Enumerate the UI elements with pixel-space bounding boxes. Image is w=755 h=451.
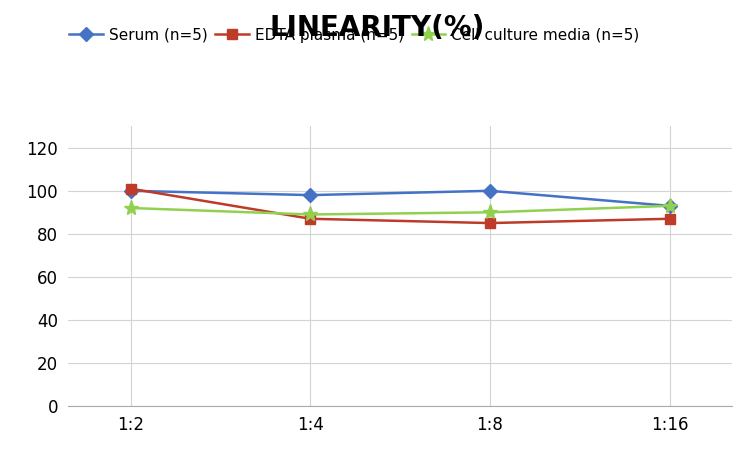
Line: Cell culture media (n=5): Cell culture media (n=5)	[123, 198, 677, 222]
Cell culture media (n=5)	[126, 205, 135, 211]
EDTA plasma (n=5)	[485, 221, 495, 226]
Serum (n=5)	[485, 188, 495, 193]
Line: EDTA plasma (n=5): EDTA plasma (n=5)	[126, 184, 674, 228]
Cell culture media (n=5)	[306, 212, 315, 217]
EDTA plasma (n=5)	[306, 216, 315, 221]
Legend: Serum (n=5), EDTA plasma (n=5), Cell culture media (n=5): Serum (n=5), EDTA plasma (n=5), Cell cul…	[69, 28, 639, 43]
EDTA plasma (n=5)	[665, 216, 674, 221]
Cell culture media (n=5)	[485, 210, 495, 215]
Line: Serum (n=5): Serum (n=5)	[126, 186, 674, 211]
EDTA plasma (n=5)	[126, 186, 135, 191]
Serum (n=5)	[126, 188, 135, 193]
Serum (n=5)	[306, 193, 315, 198]
Cell culture media (n=5)	[665, 203, 674, 208]
Serum (n=5)	[665, 203, 674, 208]
Text: LINEARITY(%): LINEARITY(%)	[270, 14, 485, 41]
